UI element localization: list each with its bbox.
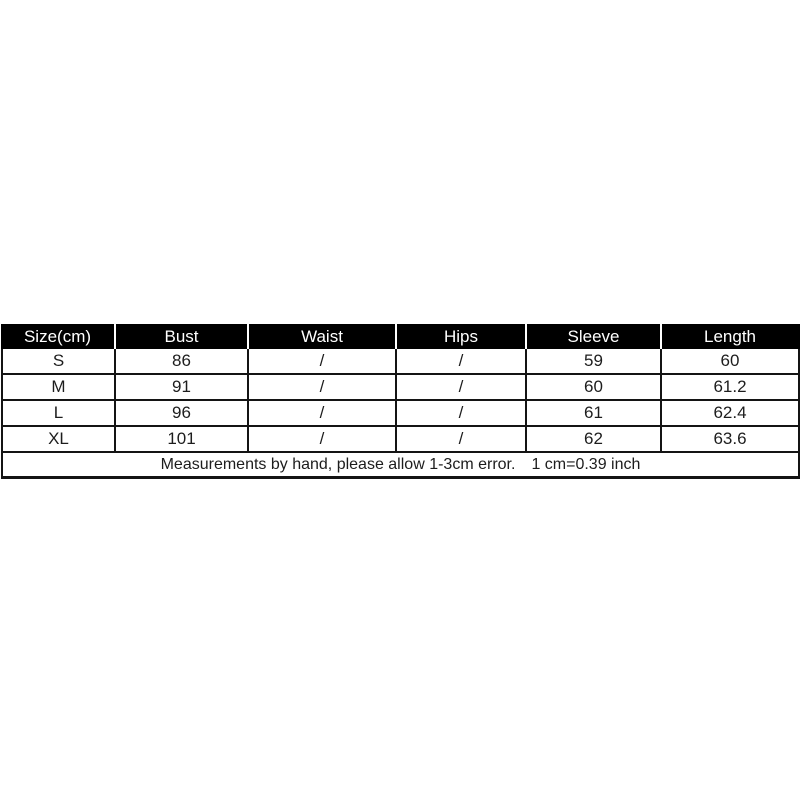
size-label-cell: L <box>1 401 116 427</box>
footer-row: Measurements by hand, please allow 1-3cm… <box>1 453 800 479</box>
size-label-cell: M <box>1 375 116 401</box>
column-header-hips: Hips <box>397 324 527 349</box>
column-header-waist: Waist <box>249 324 397 349</box>
size-chart-table: Size(cm) Bust Waist Hips Sleeve Length S… <box>1 324 800 479</box>
column-header-sleeve: Sleeve <box>527 324 662 349</box>
waist-value-cell: / <box>249 375 397 401</box>
measurement-note-text: Measurements by hand, please allow 1-3cm… <box>160 455 516 473</box>
hips-value-cell: / <box>397 349 527 375</box>
sleeve-value-cell: 59 <box>527 349 662 375</box>
waist-value-cell: / <box>249 401 397 427</box>
sleeve-value-cell: 62 <box>527 427 662 453</box>
size-row-m: M 91 / / 60 61.2 <box>1 375 800 401</box>
column-header-length: Length <box>662 324 800 349</box>
cm-inch-conversion-text: 1 cm=0.39 inch <box>531 455 641 473</box>
length-value-cell: 63.6 <box>662 427 800 453</box>
length-value-cell: 62.4 <box>662 401 800 427</box>
hips-value-cell: / <box>397 427 527 453</box>
measurement-note-cell: Measurements by hand, please allow 1-3cm… <box>1 453 800 479</box>
bust-value-cell: 96 <box>116 401 249 427</box>
header-row: Size(cm) Bust Waist Hips Sleeve Length <box>1 324 800 349</box>
size-row-l: L 96 / / 61 62.4 <box>1 401 800 427</box>
sleeve-value-cell: 61 <box>527 401 662 427</box>
size-label-cell: S <box>1 349 116 375</box>
size-row-s: S 86 / / 59 60 <box>1 349 800 375</box>
bust-value-cell: 86 <box>116 349 249 375</box>
length-value-cell: 61.2 <box>662 375 800 401</box>
size-chart-body: S 86 / / 59 60 M 91 / / 60 61.2 L <box>1 349 800 479</box>
bust-value-cell: 101 <box>116 427 249 453</box>
size-label-cell: XL <box>1 427 116 453</box>
hips-value-cell: / <box>397 401 527 427</box>
waist-value-cell: / <box>249 427 397 453</box>
sleeve-value-cell: 60 <box>527 375 662 401</box>
size-chart-container: Size(cm) Bust Waist Hips Sleeve Length S… <box>1 324 801 479</box>
column-header-bust: Bust <box>116 324 249 349</box>
hips-value-cell: / <box>397 375 527 401</box>
size-chart-header: Size(cm) Bust Waist Hips Sleeve Length <box>1 324 800 349</box>
size-row-xl: XL 101 / / 62 63.6 <box>1 427 800 453</box>
column-header-size: Size(cm) <box>1 324 116 349</box>
bust-value-cell: 91 <box>116 375 249 401</box>
waist-value-cell: / <box>249 349 397 375</box>
length-value-cell: 60 <box>662 349 800 375</box>
